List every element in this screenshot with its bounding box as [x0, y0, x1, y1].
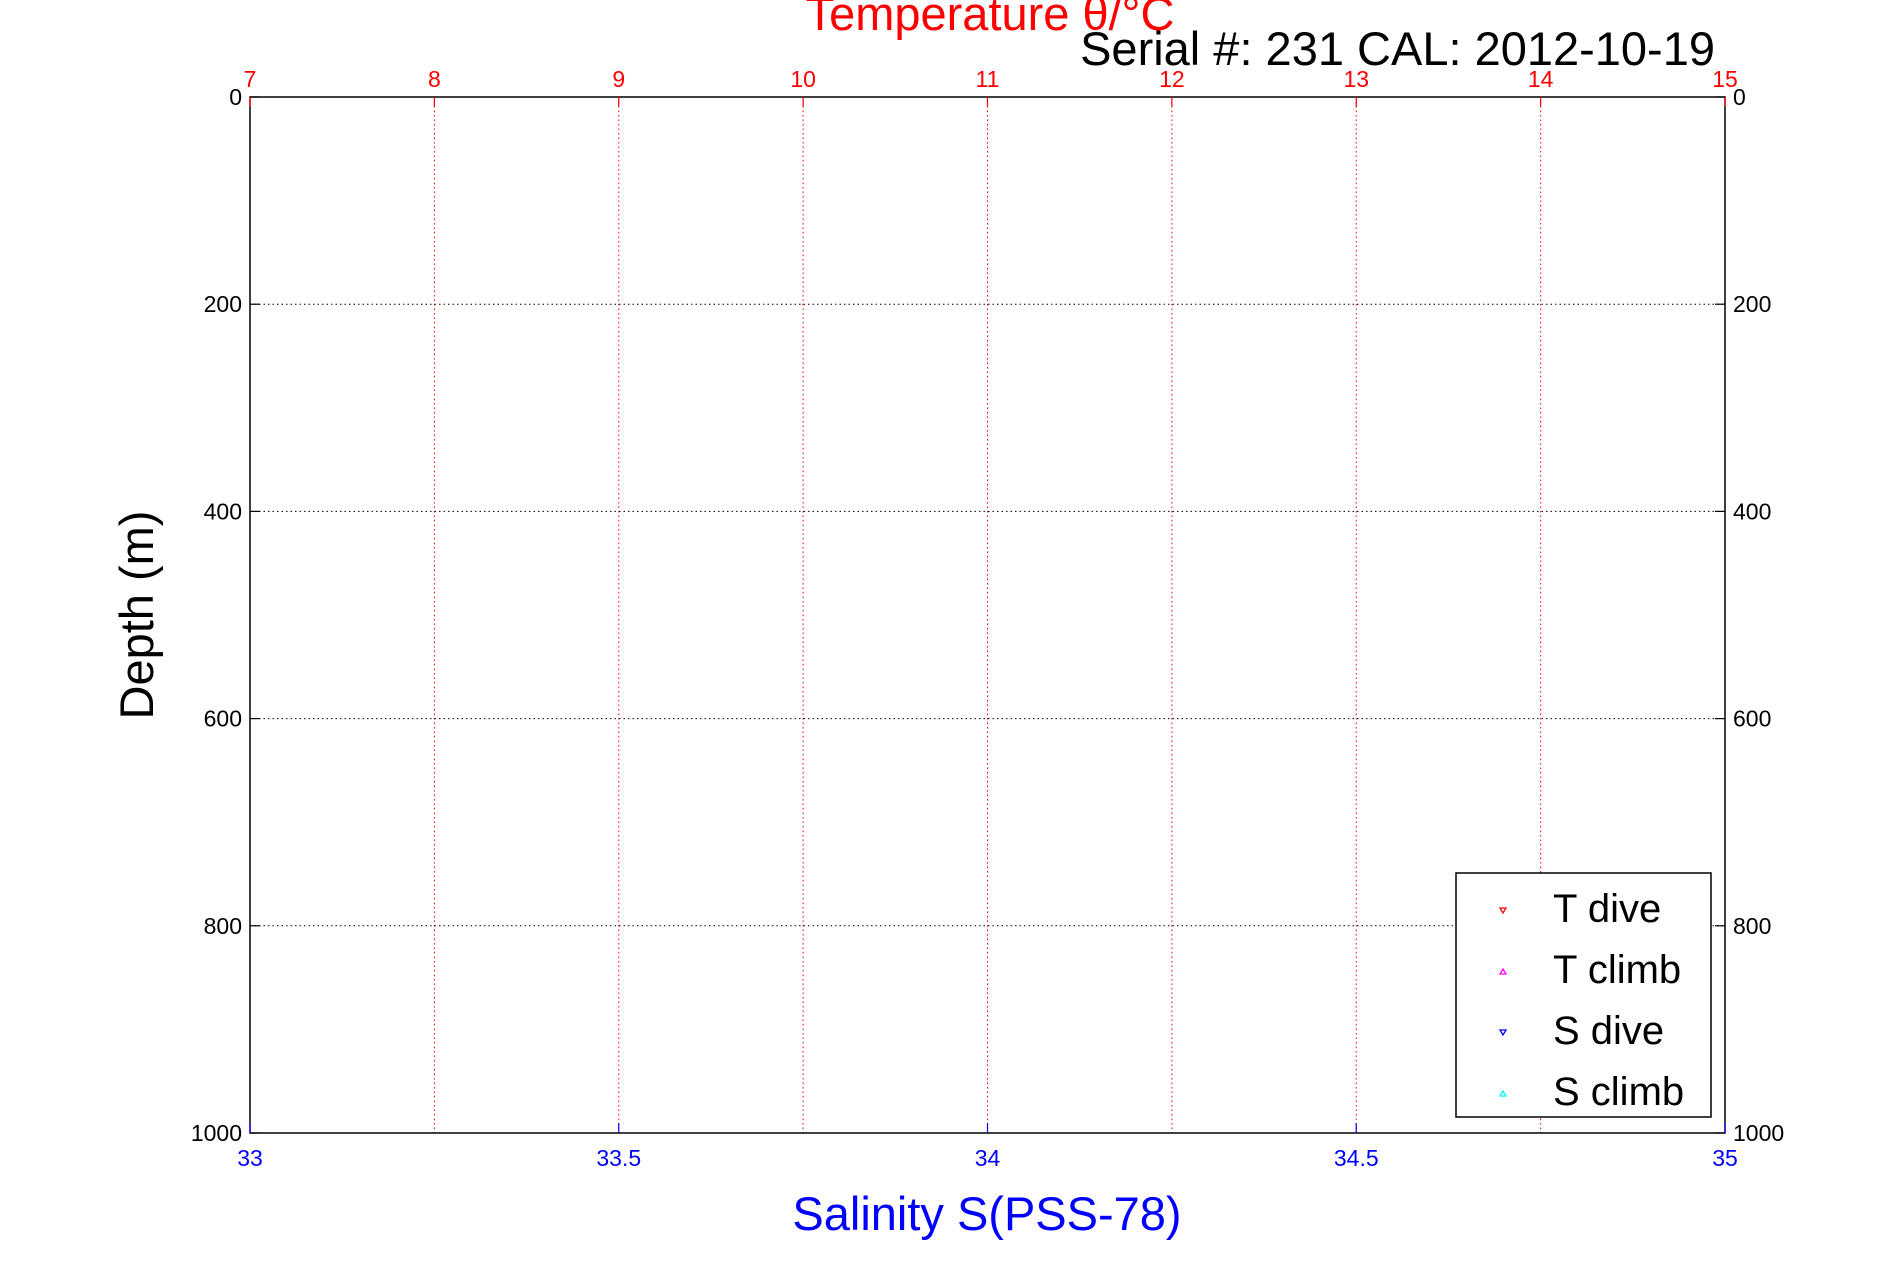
temperature-tick-label: 11: [976, 66, 1000, 92]
salinity-tick-label: 33: [237, 1145, 263, 1171]
depth-tick-label-left: 1000: [191, 1120, 242, 1146]
temperature-tick-label: 10: [790, 66, 816, 92]
legend-box: [1455, 872, 1712, 1118]
chart-title: Temperature θ/°C: [806, 0, 1175, 40]
temperature-tick-label: 13: [1343, 66, 1369, 92]
depth-tick-label-right: 800: [1733, 913, 1771, 939]
temperature-tick-label: 15: [1712, 66, 1738, 92]
legend-marker: [1498, 1089, 1508, 1097]
y-axis-label: Depth (m): [110, 511, 163, 720]
salinity-tick-label: 34.5: [1334, 1145, 1379, 1171]
depth-tick-label-left: 0: [229, 84, 242, 110]
temperature-tick-label: 7: [244, 66, 257, 92]
depth-tick-label-right: 0: [1733, 84, 1746, 110]
legend: T dive T climb S dive S climb: [1455, 872, 1712, 1118]
chart-subtitle: Serial #: 231 CAL: 2012-10-19: [1080, 22, 1715, 75]
legend-label: S climb: [1553, 1070, 1684, 1114]
salinity-tick-label: 35: [1712, 1145, 1738, 1171]
salinity-tick-label: 33.5: [596, 1145, 641, 1171]
salinity-tick-label: 34: [975, 1145, 1001, 1171]
legend-marker: [1498, 907, 1508, 915]
depth-tick-label-left: 600: [204, 706, 242, 732]
depth-tick-label-right: 1000: [1733, 1120, 1784, 1146]
legend-label: T dive: [1553, 887, 1661, 931]
x-axis-label: Salinity S(PSS-78): [792, 1187, 1181, 1240]
depth-tick-label-left: 400: [204, 498, 242, 524]
depth-tick-label-right: 400: [1733, 498, 1771, 524]
temperature-tick-label: 12: [1159, 66, 1185, 92]
depth-tick-label-right: 200: [1733, 291, 1771, 317]
temperature-tick-label: 8: [428, 66, 441, 92]
depth-tick-label-left: 200: [204, 291, 242, 317]
legend-marker: [1498, 1029, 1508, 1037]
legend-marker: [1498, 967, 1508, 975]
legend-label: S dive: [1553, 1009, 1664, 1053]
depth-tick-label-right: 600: [1733, 706, 1771, 732]
temperature-tick-label: 9: [612, 66, 625, 92]
legend-label: T climb: [1553, 948, 1681, 992]
depth-tick-label-left: 800: [204, 913, 242, 939]
temperature-tick-label: 14: [1528, 66, 1554, 92]
